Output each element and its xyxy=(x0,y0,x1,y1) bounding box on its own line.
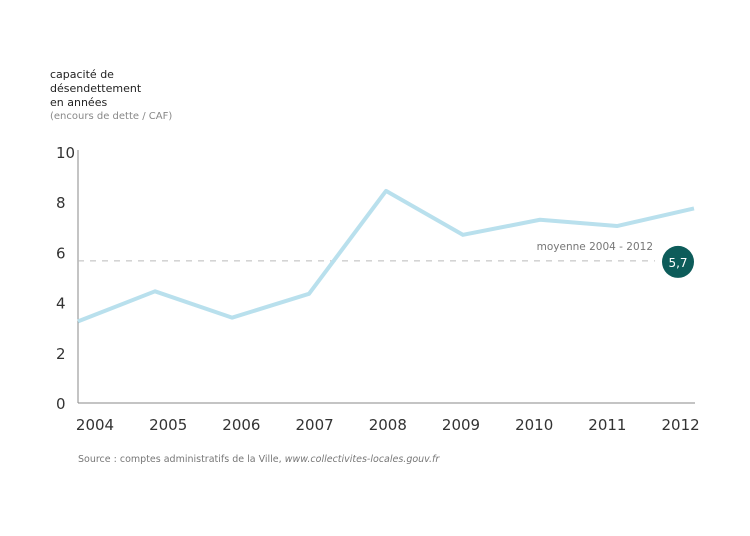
title-line: en années xyxy=(50,96,108,109)
x-tick-label: 2010 xyxy=(515,416,553,434)
y-tick-label: 6 xyxy=(56,244,66,262)
x-tick-label: 2004 xyxy=(76,416,114,434)
source-note: Source : comptes administratifs de la Vi… xyxy=(78,454,439,465)
y-tick-label: 2 xyxy=(56,345,66,363)
average-badge xyxy=(662,245,694,278)
x-tick-label: 2008 xyxy=(369,416,407,434)
y-tick-label: 4 xyxy=(56,295,66,313)
x-tick-label: 2012 xyxy=(662,416,700,434)
source-prefix: Source : comptes administratifs de la Vi… xyxy=(78,454,285,465)
x-tick-label: 2005 xyxy=(149,416,187,434)
source-url: www.collectivites-locales.gouv.fr xyxy=(284,454,440,465)
title-line: désendettement xyxy=(50,82,142,95)
x-tick-label: 2007 xyxy=(296,416,334,434)
y-tick-label: 10 xyxy=(56,144,75,162)
x-tick-label: 2006 xyxy=(222,416,260,434)
average-label: moyenne 2004 - 2012 xyxy=(537,241,653,253)
y-tick-label: 8 xyxy=(56,194,66,212)
series-line xyxy=(77,188,695,324)
average-value: 5,7 xyxy=(668,256,687,270)
x-tick-label: 2011 xyxy=(588,416,626,434)
y-tick-label: 0 xyxy=(56,395,66,413)
x-tick-label: 2009 xyxy=(442,416,480,434)
chart-title: capacité de désendettement en années (en… xyxy=(50,68,172,124)
chart-subtitle: (encours de dette / CAF) xyxy=(50,111,173,122)
title-line: capacité de xyxy=(50,68,114,81)
